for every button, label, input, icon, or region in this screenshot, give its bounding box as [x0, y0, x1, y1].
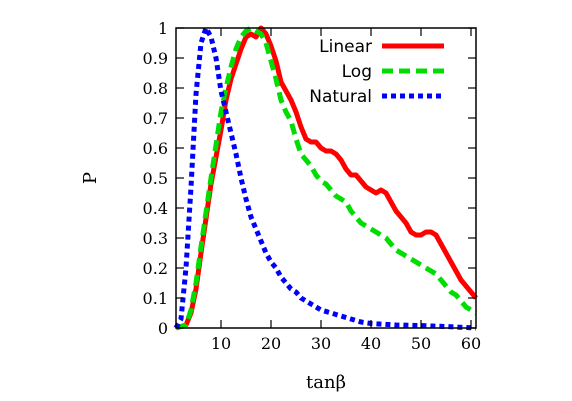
x-tick-label: 30 — [311, 334, 331, 353]
series-line-log — [175, 25, 478, 331]
y-tick-label: 0.9 — [143, 49, 168, 68]
y-axis-title: P — [80, 172, 101, 184]
x-axis-title: tanβ — [306, 372, 346, 393]
y-tick-label: 0.7 — [143, 109, 168, 128]
y-tick-label: 0.8 — [143, 79, 168, 98]
y-tick-label: 0.1 — [143, 289, 168, 308]
y-tick-label: 0.4 — [143, 199, 168, 218]
x-tick-label: 20 — [261, 334, 281, 353]
y-tick-label: 0.6 — [143, 139, 168, 158]
y-tick-label: 1 — [158, 19, 168, 38]
y-tick-label: 0.3 — [143, 229, 168, 248]
legend-label-log: Log — [342, 62, 372, 82]
series-line-natural — [173, 25, 477, 331]
y-tick-label: 0 — [158, 319, 168, 338]
x-tick-label: 10 — [211, 334, 231, 353]
y-tick-label: 0.5 — [143, 169, 168, 188]
plot-frame — [175, 27, 477, 329]
x-tick-label: 40 — [361, 334, 381, 353]
x-tick-label: 50 — [411, 334, 431, 353]
ticks-layer: 10 20 30 40 50 60 0 0.1 0.2 0.3 0.4 0.5 0.6 0.7 0.8 0.9… — [143, 19, 482, 353]
y-tick-label: 0.2 — [143, 259, 168, 278]
legend: Linear Log Natural — [309, 37, 444, 107]
series-layer — [173, 25, 478, 331]
series-line-linear — [175, 25, 478, 331]
x-tick-label: 60 — [461, 334, 481, 353]
legend-label-linear: Linear — [319, 37, 372, 57]
legend-label-natural: Natural — [309, 87, 372, 107]
